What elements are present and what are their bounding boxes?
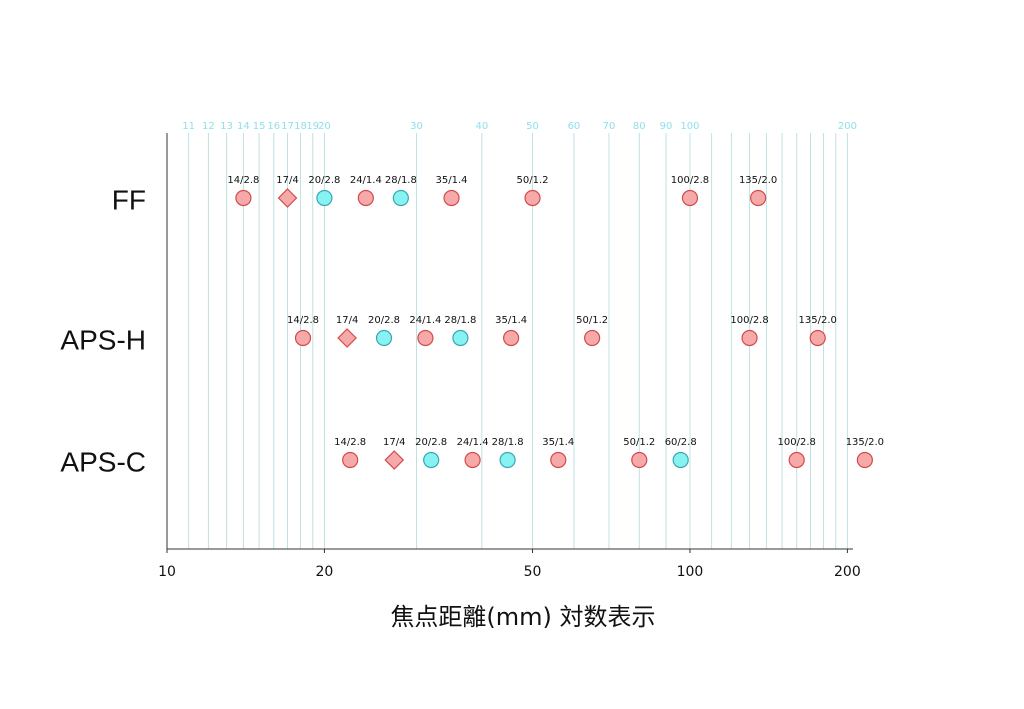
top-tick-label: 40 bbox=[475, 121, 488, 132]
point-label: 14/2.8 bbox=[334, 437, 366, 448]
point bbox=[856, 451, 873, 469]
top-tick-label: 19 bbox=[306, 121, 319, 132]
point bbox=[464, 451, 481, 469]
top-tick-label: 17 bbox=[281, 121, 294, 132]
point-label: 100/2.8 bbox=[730, 315, 768, 326]
top-tick-label: 18 bbox=[294, 121, 307, 132]
point bbox=[499, 451, 516, 469]
point bbox=[357, 189, 374, 207]
point bbox=[375, 329, 393, 347]
point-label: 50/1.2 bbox=[517, 175, 549, 186]
point-label: 50/1.2 bbox=[623, 437, 655, 448]
point bbox=[417, 329, 434, 347]
top-tick-label: 60 bbox=[568, 121, 581, 132]
point-label: 24/1.4 bbox=[350, 175, 382, 186]
point-label: 20/2.8 bbox=[368, 315, 400, 326]
point bbox=[392, 189, 409, 207]
top-tick-label: 80 bbox=[633, 121, 646, 132]
point bbox=[503, 329, 520, 347]
x-tick-label: 20 bbox=[316, 564, 334, 580]
point-label: 135/2.0 bbox=[799, 315, 837, 326]
point bbox=[741, 329, 758, 347]
point-label: 135/2.0 bbox=[739, 175, 777, 186]
point bbox=[316, 189, 333, 207]
point bbox=[750, 189, 767, 207]
point-label: 28/1.8 bbox=[385, 175, 417, 186]
top-tick-label: 16 bbox=[267, 121, 280, 132]
point bbox=[337, 328, 357, 348]
point-label: 50/1.2 bbox=[576, 315, 608, 326]
point bbox=[681, 189, 699, 207]
point-label: 35/1.4 bbox=[495, 315, 527, 326]
point-label: 60/2.8 bbox=[665, 437, 697, 448]
point bbox=[342, 451, 359, 469]
point-label: 135/2.0 bbox=[846, 437, 884, 448]
top-tick-label: 90 bbox=[660, 121, 673, 132]
point bbox=[443, 189, 460, 207]
point-label: 17/4 bbox=[336, 315, 358, 326]
point bbox=[672, 451, 689, 469]
x-tick-label: 200 bbox=[834, 564, 861, 580]
point-label: 28/1.8 bbox=[444, 315, 476, 326]
top-tick-label: 15 bbox=[253, 121, 266, 132]
top-tick-label: 50 bbox=[526, 121, 539, 132]
top-tick-label: 70 bbox=[603, 121, 616, 132]
top-tick-label: 30 bbox=[410, 121, 423, 132]
row-label: APS-H bbox=[60, 324, 146, 355]
top-tick-label: 14 bbox=[237, 121, 250, 132]
point bbox=[788, 451, 805, 469]
point bbox=[550, 451, 567, 469]
point-label: 24/1.4 bbox=[409, 315, 441, 326]
point-label: 20/2.8 bbox=[308, 175, 340, 186]
point-label: 14/2.8 bbox=[287, 315, 319, 326]
point-label: 100/2.8 bbox=[671, 175, 709, 186]
point-label: 17/4 bbox=[276, 175, 298, 186]
point-label: 24/1.4 bbox=[457, 437, 489, 448]
top-tick-label: 100 bbox=[680, 121, 699, 132]
point-label: 100/2.8 bbox=[778, 437, 816, 448]
top-tick-label: 200 bbox=[838, 121, 857, 132]
point-label: 28/1.8 bbox=[492, 437, 524, 448]
point-label: 17/4 bbox=[383, 437, 405, 448]
row-label: FF bbox=[112, 184, 146, 215]
x-tick-label: 10 bbox=[158, 564, 176, 580]
top-tick-label: 13 bbox=[220, 121, 233, 132]
point bbox=[809, 329, 826, 347]
x-tick-label: 50 bbox=[524, 564, 542, 580]
top-tick-label: 12 bbox=[202, 121, 215, 132]
point bbox=[235, 189, 252, 207]
point bbox=[277, 188, 298, 208]
point bbox=[423, 451, 440, 469]
point bbox=[631, 451, 648, 469]
point bbox=[452, 329, 469, 347]
point-label: 35/1.4 bbox=[542, 437, 574, 448]
x-tick-label: 100 bbox=[677, 564, 704, 580]
point bbox=[294, 329, 312, 347]
x-axis-title: 焦点距離(mm) 対数表示 bbox=[390, 603, 655, 631]
point-label: 20/2.8 bbox=[415, 437, 447, 448]
top-tick-label: 20 bbox=[318, 121, 331, 132]
point bbox=[584, 329, 601, 347]
point bbox=[524, 189, 541, 207]
row-label: APS-C bbox=[60, 446, 146, 477]
point-label: 35/1.4 bbox=[436, 175, 468, 186]
top-tick-label: 11 bbox=[182, 121, 195, 132]
point-label: 14/2.8 bbox=[227, 175, 259, 186]
point bbox=[384, 450, 405, 470]
